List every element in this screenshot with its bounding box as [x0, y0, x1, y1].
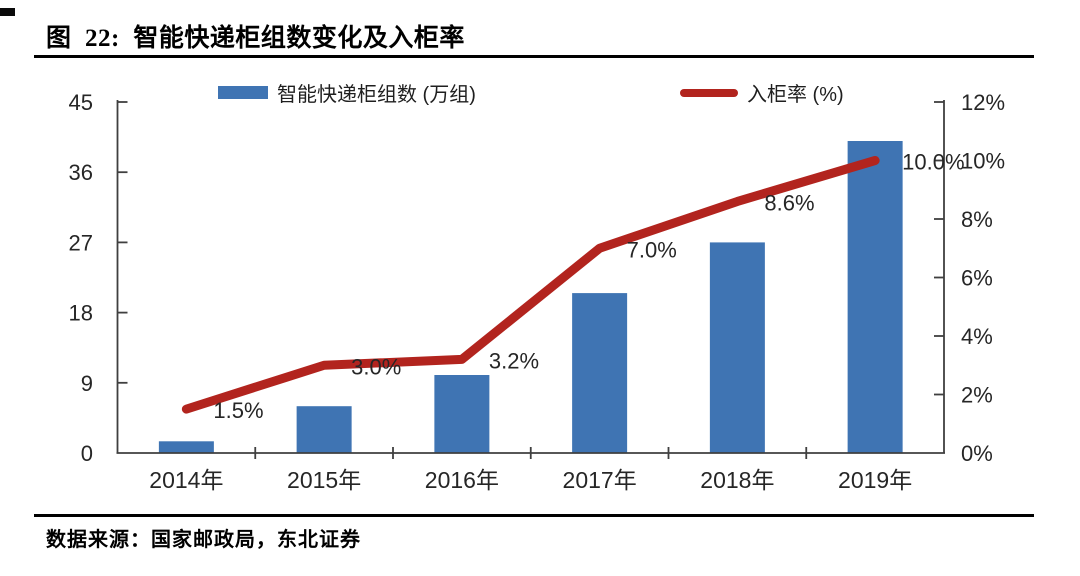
- left-axis-tick-label: 27: [69, 230, 93, 255]
- line-legend-label: 入柜率 (%): [747, 84, 844, 106]
- x-axis-label: 2016年: [425, 467, 499, 493]
- source-note: 数据来源：国家邮政局，东北证券: [46, 529, 361, 551]
- title-underline: [34, 55, 1034, 58]
- x-axis-label: 2019年: [838, 467, 912, 493]
- right-axis-tick-label: 10%: [961, 149, 1005, 174]
- rate-line: [181, 156, 880, 414]
- bar-2016年: [434, 375, 490, 453]
- rate-point-label: 3.2%: [489, 348, 539, 373]
- line-legend-swatch: [680, 88, 738, 97]
- bar-legend-swatch: [218, 86, 268, 99]
- bar-2018年: [709, 242, 765, 453]
- left-axis-tick-label: 9: [81, 371, 93, 396]
- rate-point-label: 10.0%: [902, 150, 964, 175]
- rate-point-labels: 1.5% 3.0% 3.2% 7.0% 8.6% 10.0%: [213, 150, 964, 424]
- left-axis-tick-label: 0: [81, 441, 93, 466]
- right-axis-tick-label: 8%: [961, 207, 993, 232]
- figure-title: 图 22: 智能快递柜组数变化及入柜率: [46, 25, 465, 52]
- left-axis-tick-label: 36: [69, 160, 93, 185]
- axis-labels: 0 9 18 27 36 45 0% 2% 4% 6% 8% 10% 12% 2014年 2015年 2016…: [69, 90, 1006, 493]
- right-axis-tick-label: 4%: [961, 324, 993, 349]
- axes: [116, 100, 945, 459]
- legend-item-bars: 智能快递柜组数 (万组): [218, 78, 476, 107]
- rate-point-label: 8.6%: [764, 190, 814, 215]
- x-axis-label: 2014年: [149, 467, 223, 493]
- bar-2015年: [296, 406, 352, 453]
- left-axis-tick-label: 45: [69, 90, 93, 115]
- x-axis-label: 2018年: [700, 467, 774, 493]
- bar-2017年: [572, 293, 628, 453]
- x-axis-label: 2017年: [563, 467, 637, 493]
- x-axis-label: 2015年: [287, 467, 361, 493]
- right-axis-tick-label: 6%: [961, 266, 993, 291]
- right-axis-tick-label: 0%: [961, 441, 993, 466]
- rate-point-label: 7.0%: [627, 237, 677, 262]
- bar-2019年: [847, 141, 903, 453]
- right-axis-tick-label: 2%: [961, 383, 993, 408]
- left-axis-tick-label: 18: [69, 301, 93, 326]
- legend-item-line: 入柜率 (%): [680, 78, 844, 107]
- rate-point-label: 3.0%: [351, 354, 401, 379]
- bar-2014年: [158, 441, 214, 453]
- footer-rule: [34, 514, 1034, 517]
- right-axis-tick-label: 12%: [961, 90, 1005, 115]
- rate-point-label: 1.5%: [213, 398, 263, 423]
- bar-series: [158, 141, 903, 453]
- page-edge-mark: [0, 8, 15, 16]
- bar-legend-label: 智能快递柜组数 (万组): [277, 84, 476, 106]
